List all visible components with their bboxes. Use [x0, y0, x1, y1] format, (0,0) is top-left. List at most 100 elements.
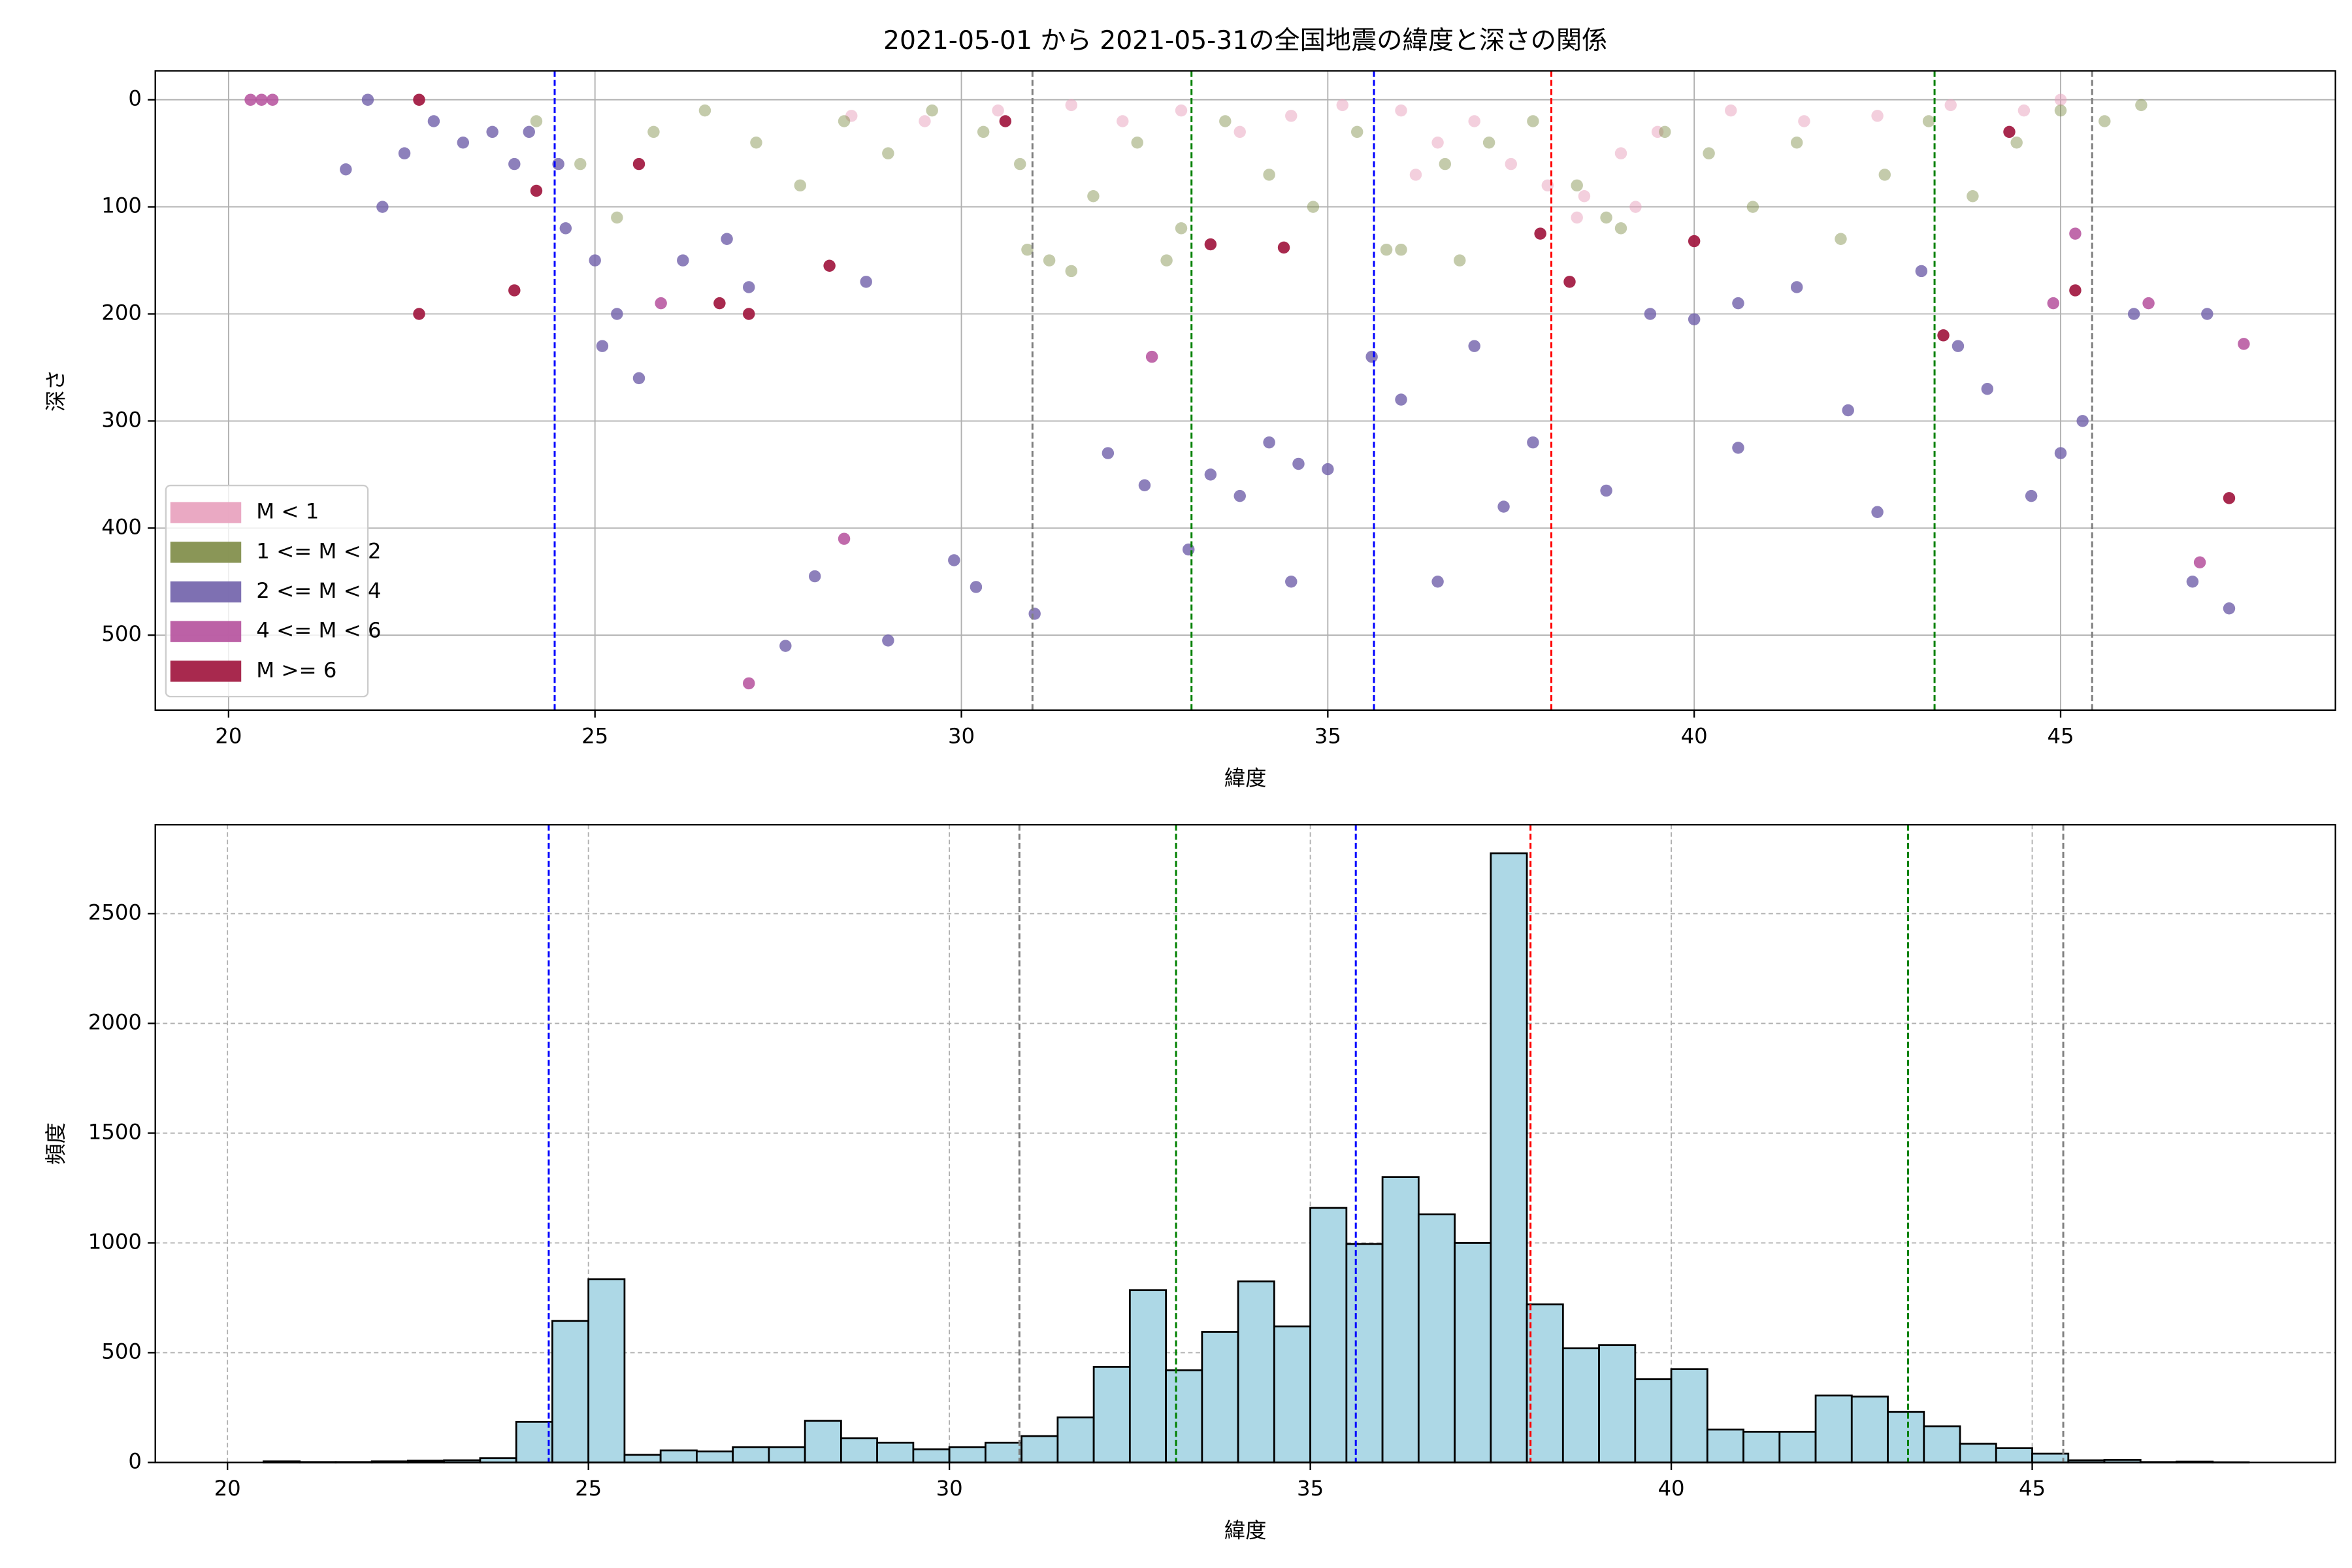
legend-swatch — [170, 502, 242, 523]
scatter-point — [508, 284, 521, 297]
scatter-point — [1732, 297, 1744, 310]
scatter-point — [1600, 484, 1612, 497]
bar — [1634, 1378, 1673, 1463]
scatter-point — [845, 110, 858, 122]
legend-label: M < 1 — [256, 499, 319, 524]
legend-label: M >= 6 — [256, 657, 336, 682]
scatter-point — [1534, 227, 1546, 240]
bar — [1165, 1369, 1203, 1463]
scatter-point — [743, 308, 755, 320]
bar — [1923, 1425, 1961, 1463]
scatter-point — [1131, 137, 1143, 149]
y-tick-label: 1500 — [88, 1119, 142, 1144]
scatter-point — [1651, 125, 1664, 139]
scatter-point — [2047, 297, 2060, 310]
scatter-point — [1219, 115, 1232, 127]
scatter-point — [1563, 276, 1576, 288]
scatter-point — [2201, 308, 2213, 320]
scatter-point — [1409, 169, 1422, 181]
bar — [1561, 1347, 1600, 1463]
scatter-point — [1454, 254, 1466, 267]
scatter-point — [1482, 137, 1495, 149]
scatter-point — [1028, 608, 1041, 620]
scatter-point — [1439, 157, 1452, 171]
scatter-point — [743, 281, 755, 293]
scatter-point — [1204, 468, 1217, 481]
scatter-point — [779, 640, 792, 652]
scatter-point — [1790, 137, 1803, 149]
scatter-point — [1065, 265, 1077, 278]
x-tick-label: 20 — [214, 1476, 241, 1501]
scatter-point — [530, 115, 543, 127]
bar — [623, 1454, 662, 1463]
scatter-point — [2076, 415, 2089, 427]
scatter-point — [1614, 147, 1627, 159]
scatter-point — [244, 93, 257, 106]
scatter-point — [1644, 308, 1657, 320]
scatter-point — [1285, 576, 1298, 588]
scatter-point — [1703, 147, 1715, 159]
scatter-point — [1014, 157, 1026, 171]
scatter-point — [882, 147, 894, 159]
scatter-point — [1117, 115, 1129, 127]
legend-label: 4 <= M < 6 — [256, 618, 381, 643]
scatter-point — [2142, 297, 2155, 310]
scatter-point — [530, 184, 543, 197]
scatter-point — [838, 532, 851, 545]
legend-swatch — [170, 542, 242, 563]
scatter-point — [1790, 281, 1803, 293]
scatter-point — [1614, 222, 1627, 235]
scatter-point — [1952, 340, 1965, 352]
scatter-point — [1746, 201, 1759, 213]
x-tick-label: 35 — [1315, 723, 1341, 748]
y-tick-label: 300 — [101, 407, 142, 432]
legend: M < 1 1 <= M < 2 2 <= M < 4 4 <= M < 6 M >= … — [165, 484, 382, 698]
y-tick-label: 500 — [101, 1339, 142, 1364]
scatter-point — [1065, 99, 1077, 112]
bar — [587, 1278, 626, 1463]
scatter-point — [1915, 265, 1928, 278]
scatter-point — [1102, 447, 1115, 459]
scatter-point — [2127, 308, 2140, 320]
y-tick-label: 2500 — [88, 900, 142, 924]
scatter-point — [427, 115, 440, 127]
scatter-point — [1182, 543, 1195, 556]
x-tick-label: 30 — [948, 723, 975, 748]
scatter-point — [794, 179, 806, 192]
scatter-point — [1468, 115, 1480, 127]
scatter-point — [486, 125, 498, 139]
scatter-point — [1629, 201, 1642, 213]
bar — [1670, 1368, 1708, 1463]
scatter-point — [376, 201, 389, 213]
bar — [1959, 1443, 1997, 1463]
scatter-point — [1292, 457, 1305, 470]
scatter-point — [919, 115, 931, 127]
scatter-point — [1307, 201, 1320, 213]
scatter-point — [655, 297, 667, 310]
axes-frame — [154, 824, 2336, 1463]
bar — [1887, 1411, 1925, 1463]
legend-label: 2 <= M < 4 — [256, 578, 381, 603]
x-tick-label: 20 — [215, 723, 242, 748]
y-tick-label: 500 — [101, 621, 142, 646]
bar — [1056, 1416, 1095, 1463]
scatter-point — [1871, 110, 1884, 122]
scatter-point — [1395, 243, 1407, 256]
y-tick-label: 0 — [128, 86, 142, 111]
x-tick-label: 45 — [2019, 1476, 2046, 1501]
scatter-point — [1350, 125, 1364, 139]
y-tick-label: 400 — [101, 514, 142, 539]
bar — [1850, 1396, 1889, 1463]
scatter-point — [1043, 254, 1056, 267]
scatter-point — [948, 554, 960, 566]
y-axis-label: 頻度 — [44, 1122, 69, 1165]
scatter-point — [2193, 556, 2206, 568]
bar — [551, 1320, 590, 1463]
bar — [1417, 1213, 1456, 1463]
x-axis-label: 緯度 — [1224, 766, 1267, 791]
scatter-point — [1944, 99, 1957, 112]
scatter-point — [713, 297, 726, 310]
y-tick-label: 200 — [101, 301, 142, 325]
scatter-point — [266, 93, 279, 106]
